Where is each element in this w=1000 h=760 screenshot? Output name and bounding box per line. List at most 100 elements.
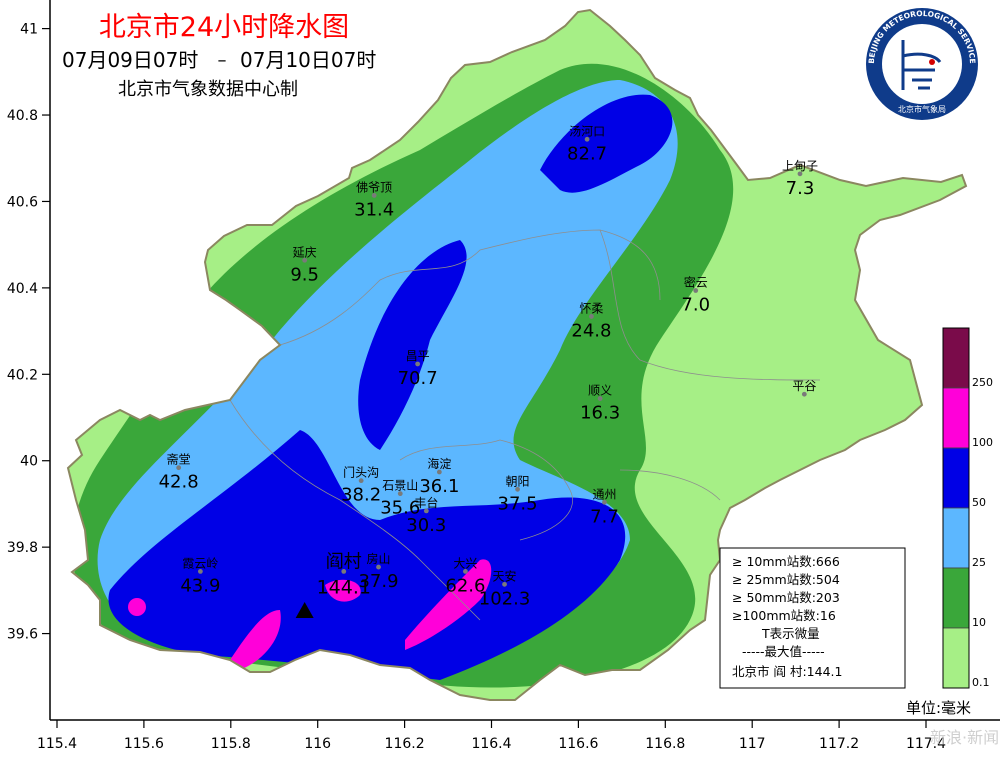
station-value: 43.9 xyxy=(180,575,220,596)
station-dot xyxy=(589,314,594,319)
y-tick-label: 39.6 xyxy=(7,627,38,643)
station-name: 门头沟 xyxy=(343,465,379,480)
station-name: 顺义 xyxy=(588,384,612,398)
station-dot xyxy=(358,478,364,484)
period-start: 07月09日07时 xyxy=(62,48,198,72)
station-name: 上甸子 xyxy=(782,159,818,173)
station-value: 7.0 xyxy=(681,295,710,316)
x-tick-label: 115.8 xyxy=(211,736,251,752)
colorbar-swatch xyxy=(942,627,970,689)
legend-line-7: 北京市 阎 村:144.1 xyxy=(732,664,842,679)
station-name: 昌平 xyxy=(406,349,430,363)
district-line-5 xyxy=(619,469,721,501)
station-layer: 汤河口 82.7 上甸子 7.3 佛爷顶 31.4 延庆 9.5 怀柔 24.8 密云 7.0 昌平 70… xyxy=(159,124,818,609)
colorbar-swatch xyxy=(942,387,970,449)
station-name: 平谷 xyxy=(792,379,816,393)
x-tick-label: 117 xyxy=(739,736,766,752)
bms-logo: BEIJING METEOROLOGICAL SERVICE 北京市气象局 xyxy=(866,8,978,120)
station-dot xyxy=(801,391,807,397)
unit-label: 单位:毫米 xyxy=(906,699,971,717)
y-tick-label: 40.4 xyxy=(7,281,38,297)
station-value: 16.3 xyxy=(580,403,620,424)
station-dot xyxy=(436,469,442,475)
logo-cn-text: 北京市气象局 xyxy=(898,104,946,114)
station-name: 石景山 xyxy=(382,479,418,493)
colorbar-frame xyxy=(942,327,970,689)
x-tick-label: 115.6 xyxy=(124,736,164,752)
station-value: 144.1 xyxy=(317,576,371,598)
map-title: 北京市24小时降水图 xyxy=(99,12,349,43)
station-name: 丰台 xyxy=(414,495,438,510)
colorbar-label: 250 xyxy=(972,376,993,389)
legend-line-1: ≥ 10mm站数:666 xyxy=(732,554,840,569)
colorbar-swatch xyxy=(942,447,970,509)
band-100-250-c xyxy=(325,579,361,602)
band-100-250-d xyxy=(128,598,146,616)
station-value: 35.6 xyxy=(380,498,420,519)
station-name: 佛爷顶 xyxy=(356,180,392,194)
colorbar-swatch xyxy=(942,327,970,389)
station-value: 30.3 xyxy=(406,515,446,536)
colorbar-label: 25 xyxy=(972,556,986,569)
station-value: 7.7 xyxy=(590,506,619,527)
station-value: 37.5 xyxy=(498,493,538,514)
legend-line-4: ≥100mm站数:16 xyxy=(732,608,836,623)
station-name: 天安 xyxy=(493,568,517,583)
station-dot xyxy=(502,581,507,587)
station-dot xyxy=(797,171,803,177)
district-line-3 xyxy=(399,439,573,541)
band-50-100-north xyxy=(540,94,673,193)
station-dot xyxy=(197,569,203,574)
colorbar-label: 100 xyxy=(972,436,993,449)
band-50-100-central xyxy=(358,240,467,450)
station-dot xyxy=(602,499,607,505)
station-dot xyxy=(584,136,590,142)
stats-legend: ≥ 10mm站数:666 ≥ 25mm站数:504 ≥ 50mm站数:203 ≥… xyxy=(719,547,906,689)
station-dot xyxy=(376,564,381,570)
x-tick-label: 116.4 xyxy=(471,736,511,752)
plot-frame xyxy=(49,0,1000,721)
legend-line-6: -----最大值----- xyxy=(742,644,825,659)
y-tick-label: 40.2 xyxy=(7,367,38,383)
x-tick-label: 115.4 xyxy=(37,736,77,752)
station-value: 42.8 xyxy=(159,472,199,493)
colorbar-label: 10 xyxy=(972,616,986,629)
station-value: 70.7 xyxy=(398,368,438,389)
band-50-100-south xyxy=(108,430,626,680)
period-dash: – xyxy=(218,50,227,71)
station-dot xyxy=(463,569,468,574)
station-value: 31.4 xyxy=(354,199,394,220)
watermark: 新浪·新闻 xyxy=(930,728,999,747)
station-dot xyxy=(302,257,308,263)
x-tick-label: 116 xyxy=(304,736,331,752)
x-tick-label: 116.8 xyxy=(645,736,685,752)
logo-red-dot xyxy=(929,59,935,65)
station-name: 房山 xyxy=(367,551,391,566)
producer-label: 北京市气象数据中心制 xyxy=(118,79,298,100)
station-value: 7.3 xyxy=(786,178,815,199)
station-dot xyxy=(515,486,520,492)
station-name: 大兴 xyxy=(453,556,477,570)
station-name: 怀柔 xyxy=(579,301,603,315)
colorbar-label: 50 xyxy=(972,496,986,509)
station-value: 82.7 xyxy=(567,143,607,164)
legend-line-2: ≥ 25mm站数:504 xyxy=(732,572,840,587)
station-value: 9.5 xyxy=(290,264,319,285)
station-dot xyxy=(693,288,699,293)
station-name: 密云 xyxy=(684,275,708,290)
station-dot xyxy=(341,569,347,574)
district-lines xyxy=(229,229,821,621)
station-name: 阎村 xyxy=(326,551,362,572)
station-name: 海淀 xyxy=(427,456,451,471)
x-tick-label: 117.2 xyxy=(819,736,859,752)
district-line-4 xyxy=(229,399,481,621)
y-tick-label: 40.6 xyxy=(7,194,38,210)
colorbar-label: 0.1 xyxy=(972,676,990,689)
station-dot xyxy=(415,361,421,367)
y-tick-label: 41 xyxy=(20,22,38,38)
station-name: 通州 xyxy=(592,487,616,501)
period-end: 07月10日07时 xyxy=(240,48,376,72)
station-dot xyxy=(176,465,182,471)
y-tick-label: 39.8 xyxy=(7,540,38,556)
